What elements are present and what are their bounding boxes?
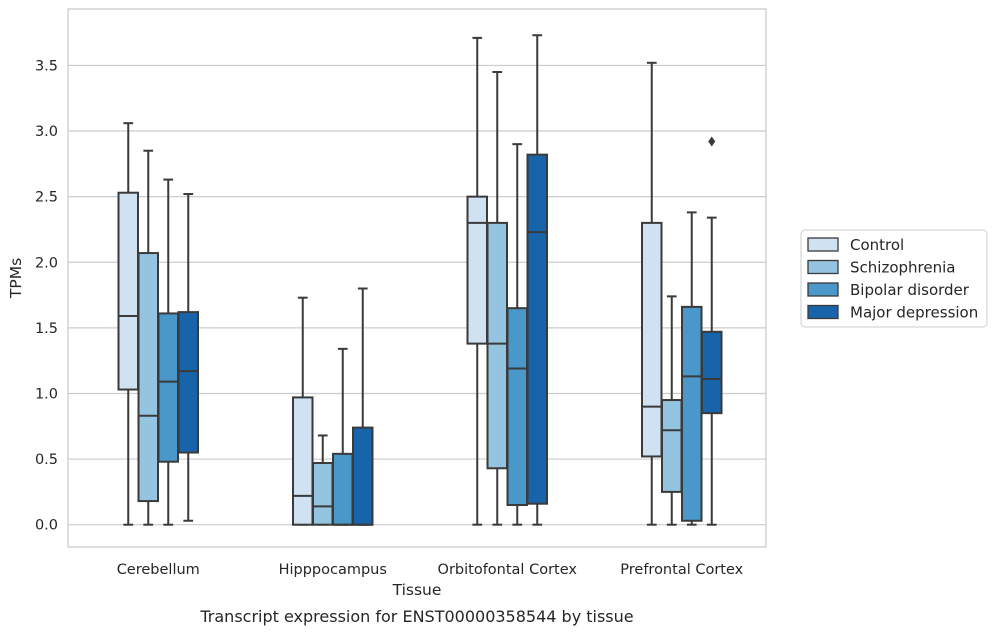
box-iqr	[352, 426, 374, 526]
x-axis-ticks: Cerebellum Hipppocampus Orbitofontal Corte…	[117, 562, 744, 578]
box-iqr	[486, 221, 508, 470]
box-schizophrenia	[312, 434, 334, 526]
box-iqr	[332, 452, 354, 526]
box-iqr	[177, 311, 199, 454]
box-bipolar-disorder	[681, 211, 703, 526]
x-axis-label: Tissue	[392, 581, 442, 599]
chart-caption: Transcript expression for ENST0000035854…	[199, 607, 633, 626]
x-tick-label: Orbitofontal Cortex	[438, 562, 578, 578]
box-plot-series	[117, 34, 723, 526]
box-major-depression	[526, 34, 548, 526]
y-axis-label: TPMs	[7, 258, 25, 299]
box-bipolar-disorder	[506, 143, 528, 526]
y-tick-label: 3.0	[35, 124, 58, 140]
legend-swatch	[807, 237, 839, 252]
box-iqr	[117, 191, 139, 391]
outlier-point	[708, 136, 716, 147]
legend-swatch	[807, 282, 839, 297]
box-schizophrenia	[661, 295, 683, 526]
legend-swatch	[807, 259, 839, 275]
box-control	[641, 61, 663, 526]
box-iqr	[466, 195, 488, 345]
box-iqr	[506, 307, 528, 507]
box-iqr	[137, 252, 159, 503]
legend-swatch	[807, 304, 839, 320]
box-control	[292, 296, 314, 526]
y-tick-label: 3.5	[35, 58, 58, 74]
box-iqr	[312, 462, 334, 526]
box-iqr	[526, 153, 548, 505]
box-iqr	[681, 305, 703, 522]
box-control	[117, 122, 139, 526]
box-major-depression	[177, 193, 199, 522]
box-iqr	[157, 312, 179, 463]
x-tick-label: Prefrontal Cortex	[620, 562, 743, 578]
legend-label: Bipolar disorder	[850, 281, 970, 299]
box-schizophrenia	[137, 149, 159, 526]
box-iqr	[292, 396, 314, 526]
box-iqr	[701, 330, 723, 415]
legend-label: Control	[850, 236, 904, 254]
x-tick-label: Hipppocampus	[279, 562, 387, 578]
x-tick-label: Cerebellum	[117, 562, 200, 578]
y-tick-label: 2.5	[35, 190, 58, 206]
legend-frame	[800, 229, 988, 328]
box-iqr	[661, 399, 683, 493]
box-schizophrenia	[486, 70, 508, 526]
legend-label: Schizophrenia	[850, 259, 955, 277]
box-major-depression	[352, 287, 374, 526]
box-bipolar-disorder	[157, 178, 179, 526]
legend-label: Major depression	[850, 304, 978, 322]
legend: Control Schizophrenia Bipolar disorder Majo…	[800, 229, 988, 328]
y-tick-label: 1.0	[35, 386, 58, 402]
y-tick-label: 2.0	[35, 255, 58, 271]
y-axis-ticks: 0.0 0.5 1.0 1.5 2.0 2.5 3.0 3.5	[35, 58, 58, 533]
box-iqr	[641, 221, 663, 458]
y-tick-label: 1.5	[35, 321, 58, 337]
y-tick-label: 0.0	[35, 518, 58, 534]
y-tick-label: 0.5	[35, 452, 58, 468]
box-control	[466, 36, 488, 526]
box-bipolar-disorder	[332, 347, 354, 526]
box-major-depression	[701, 136, 723, 526]
plot-frame	[67, 8, 767, 548]
